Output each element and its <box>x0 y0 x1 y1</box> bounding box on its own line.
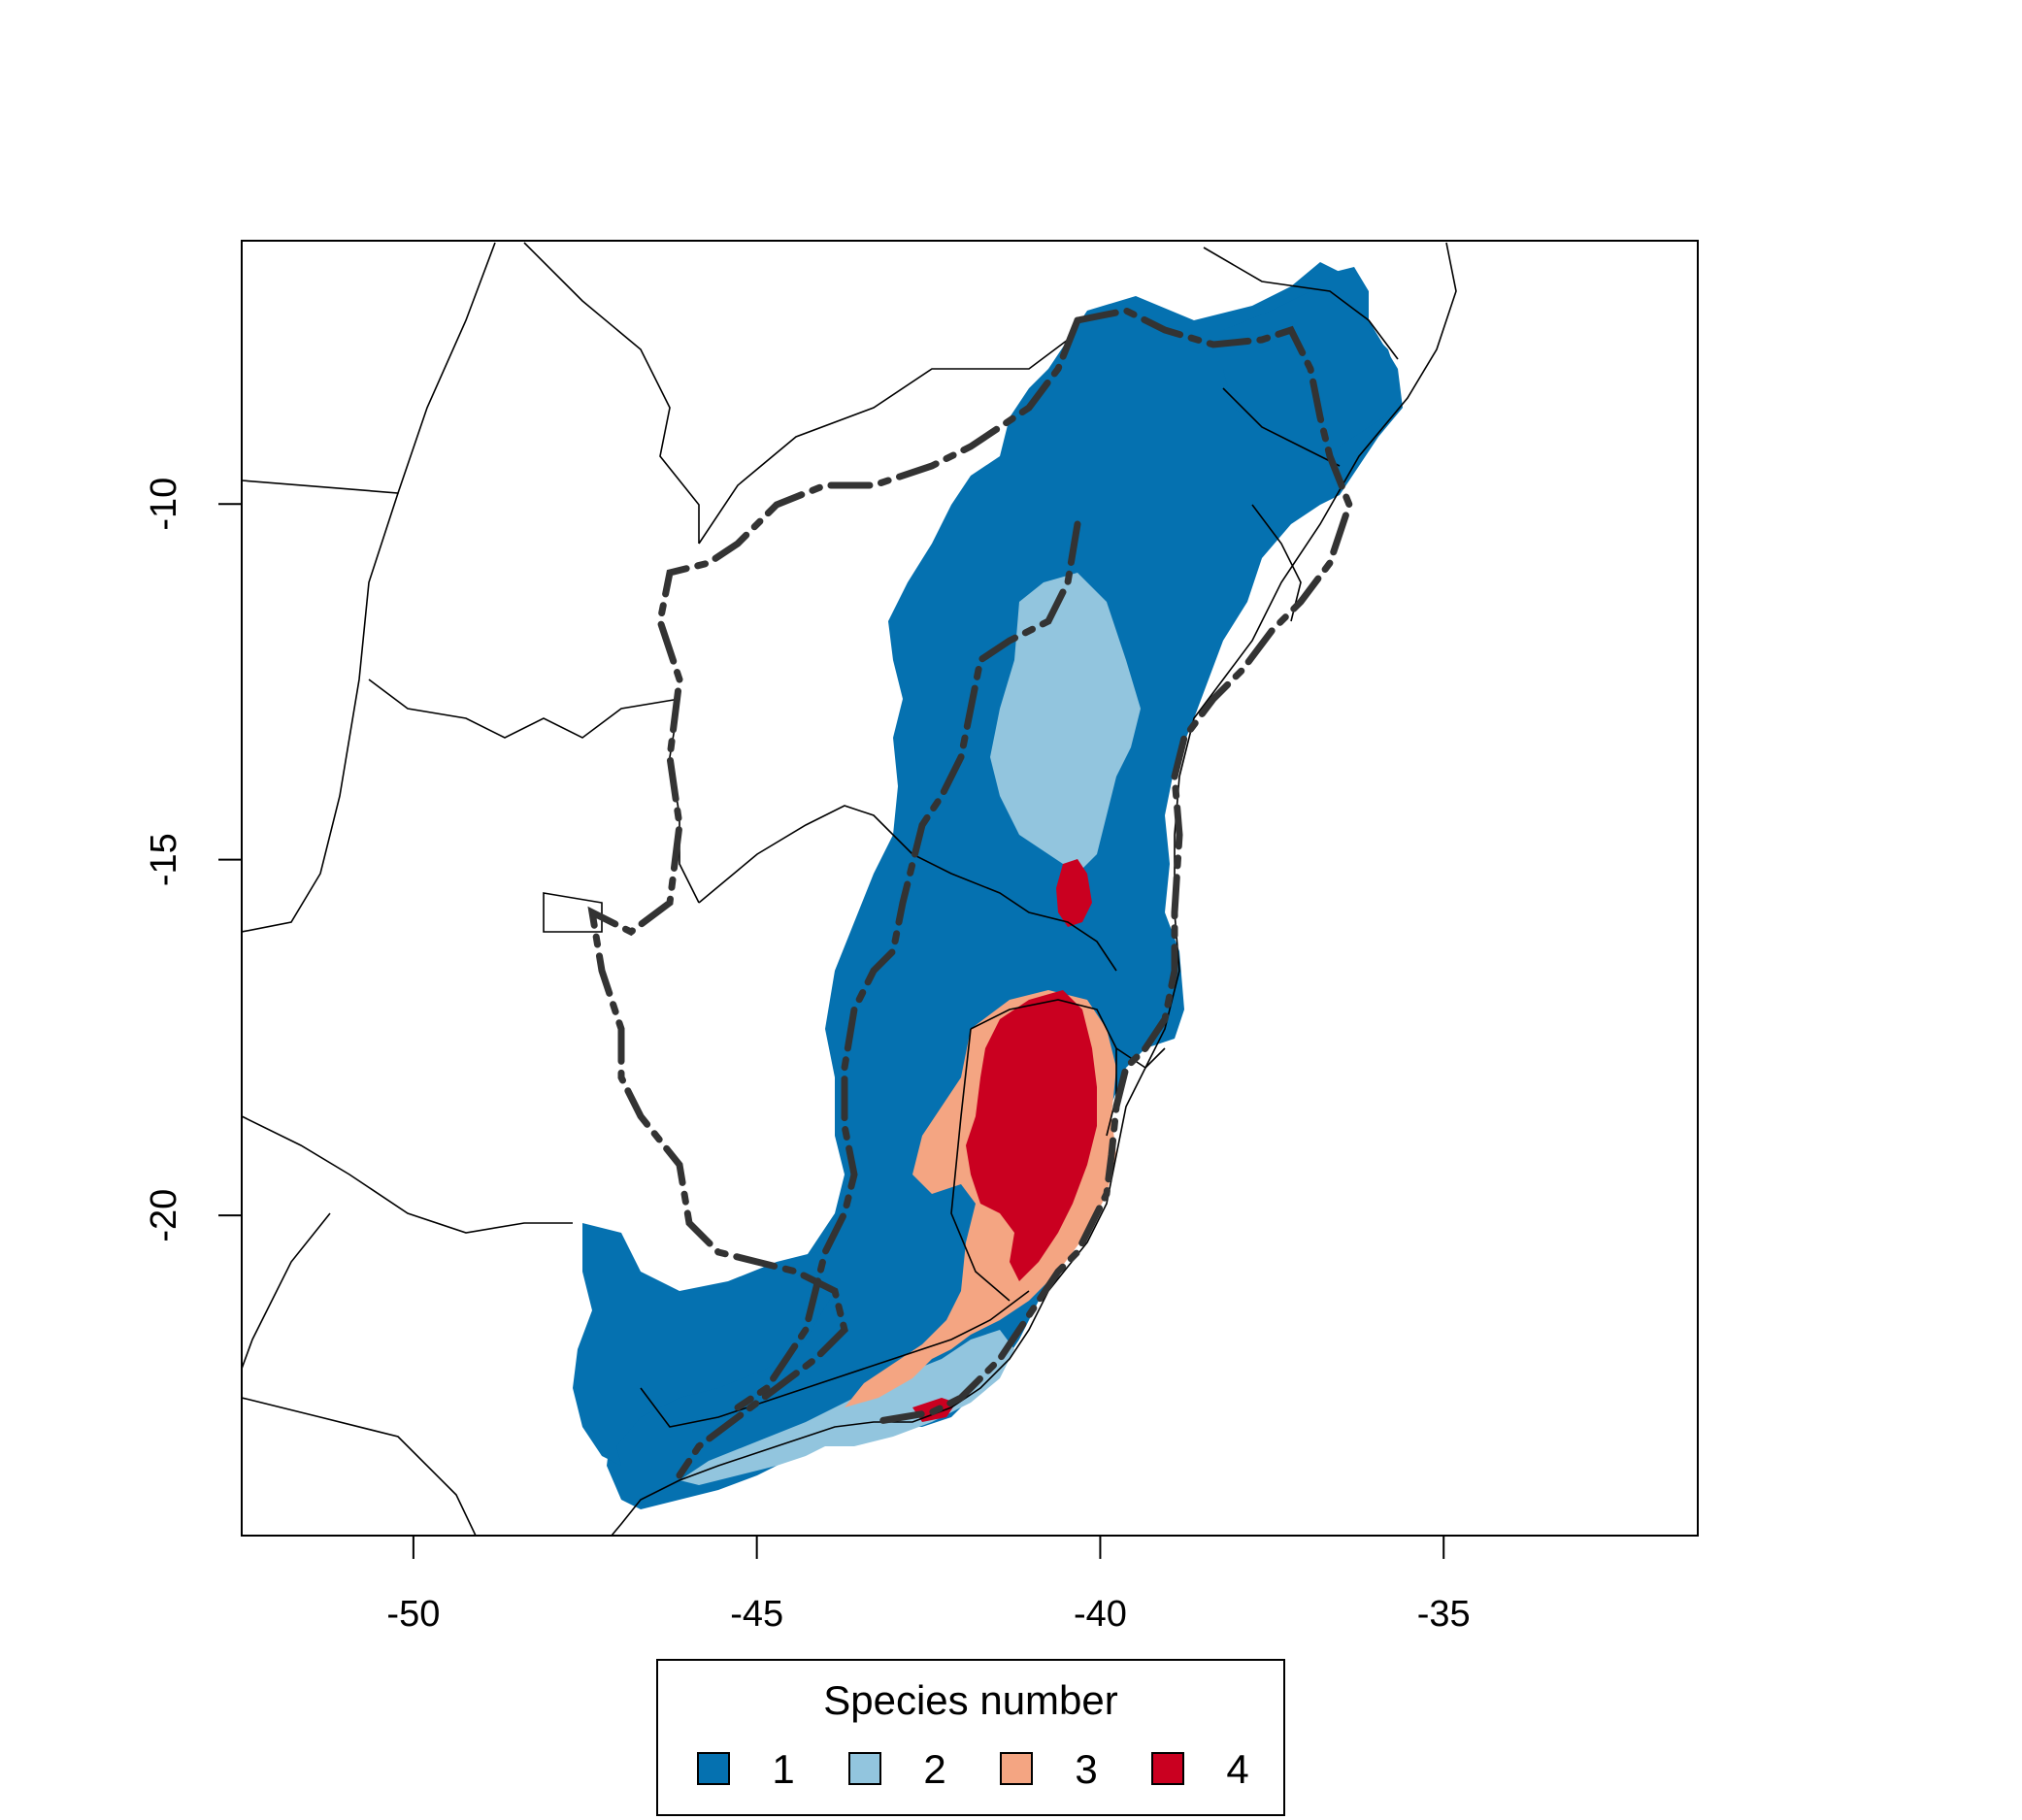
legend-box <box>656 1659 1285 1816</box>
biome-boundary <box>587 307 1353 1479</box>
x-tick-label: -40 <box>1074 1594 1127 1635</box>
legend-swatch-1 <box>697 1752 730 1785</box>
state-border-line <box>950 1028 1011 1302</box>
x-tick-label: -45 <box>730 1594 783 1635</box>
species-richness-raster <box>573 262 1403 1509</box>
species-2-region <box>990 573 1141 874</box>
biome-boundary-line <box>734 520 1081 1411</box>
state-border-line <box>611 242 1457 1536</box>
x-tick-label: -35 <box>1417 1594 1471 1635</box>
legend-title: Species number <box>823 1677 1118 1723</box>
legend-swatch-3 <box>1000 1752 1033 1785</box>
state-border-line <box>368 678 680 739</box>
state-border-line <box>543 892 603 933</box>
species-1-region <box>1223 267 1398 447</box>
species-4-region <box>966 990 1097 1281</box>
state-border-line <box>523 242 700 544</box>
species-2-region <box>680 1330 1014 1485</box>
state-border-line <box>242 492 399 933</box>
legend-label-1: 1 <box>772 1746 794 1792</box>
plot-frame <box>241 240 1699 1537</box>
state-border-line <box>698 339 1069 545</box>
state-border-line <box>1203 247 1399 360</box>
x-axis: -50 -45 -40 -35 <box>386 1536 1471 1635</box>
state-border-line <box>242 1212 331 1370</box>
legend-label-4: 4 <box>1226 1746 1248 1792</box>
y-tick-label: -20 <box>144 1189 184 1242</box>
legend-label-2: 2 <box>923 1746 945 1792</box>
y-tick-label: -15 <box>144 833 184 886</box>
biome-boundary-line <box>870 307 1353 1426</box>
biome-boundary-line <box>587 316 1081 1479</box>
state-border-line <box>1251 504 1302 622</box>
legend-swatch-2 <box>848 1752 881 1785</box>
state-border-line <box>242 1115 573 1234</box>
y-tick-label: -10 <box>144 478 184 531</box>
legend-label-3: 3 <box>1075 1746 1097 1792</box>
state-border-line <box>242 1397 477 1536</box>
state-border-line <box>698 805 1117 972</box>
y-axis: -10 -15 -20 <box>144 478 242 1242</box>
state-border-line <box>242 242 496 494</box>
legend-swatch-4 <box>1151 1752 1184 1785</box>
x-tick-label: -50 <box>386 1594 440 1635</box>
species-1-region <box>607 262 1403 1509</box>
species-4-region <box>1056 859 1092 927</box>
state-border-line <box>640 1290 1030 1428</box>
state-border-line <box>1222 387 1341 467</box>
legend: Species number 1 2 3 4 <box>656 1659 1285 1816</box>
species-1-region <box>573 1223 835 1466</box>
